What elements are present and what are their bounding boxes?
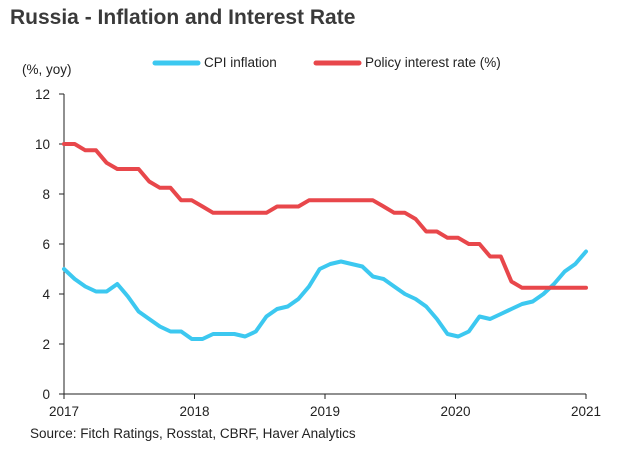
y-tick-label: 12 [35,87,50,102]
cpi-inflation-line [62,249,588,341]
y-tick-label: 0 [42,387,50,402]
x-tick-label: 2021 [571,404,601,419]
x-tick-label: 2020 [440,404,470,419]
x-tick-label: 2017 [49,404,79,419]
series-lines [62,142,588,341]
legend: CPI inflation Policy interest rate (%) [152,55,501,70]
y-tick-label: 2 [42,337,50,352]
chart-title: Russia - Inflation and Interest Rate [10,6,356,29]
legend-label-cpi: CPI inflation [204,55,277,70]
legend-label-policy-rate: Policy interest rate (%) [365,55,501,70]
y-tick-label: 8 [42,187,50,202]
policy-rate-line [62,142,588,290]
y-tick-label: 6 [42,237,50,252]
y-tick-label: 4 [42,287,50,302]
x-tick-label: 2018 [179,404,209,419]
y-ticks: 0 2 4 6 8 10 12 [35,87,64,402]
y-tick-label: 10 [35,137,50,152]
source-note: Source: Fitch Ratings, Rosstat, CBRF, Ha… [30,426,356,441]
x-tick-label: 2019 [310,404,340,419]
y-unit-label: (%, yoy) [22,62,72,77]
x-ticks: 2017 2018 2019 2020 2021 [49,394,601,419]
